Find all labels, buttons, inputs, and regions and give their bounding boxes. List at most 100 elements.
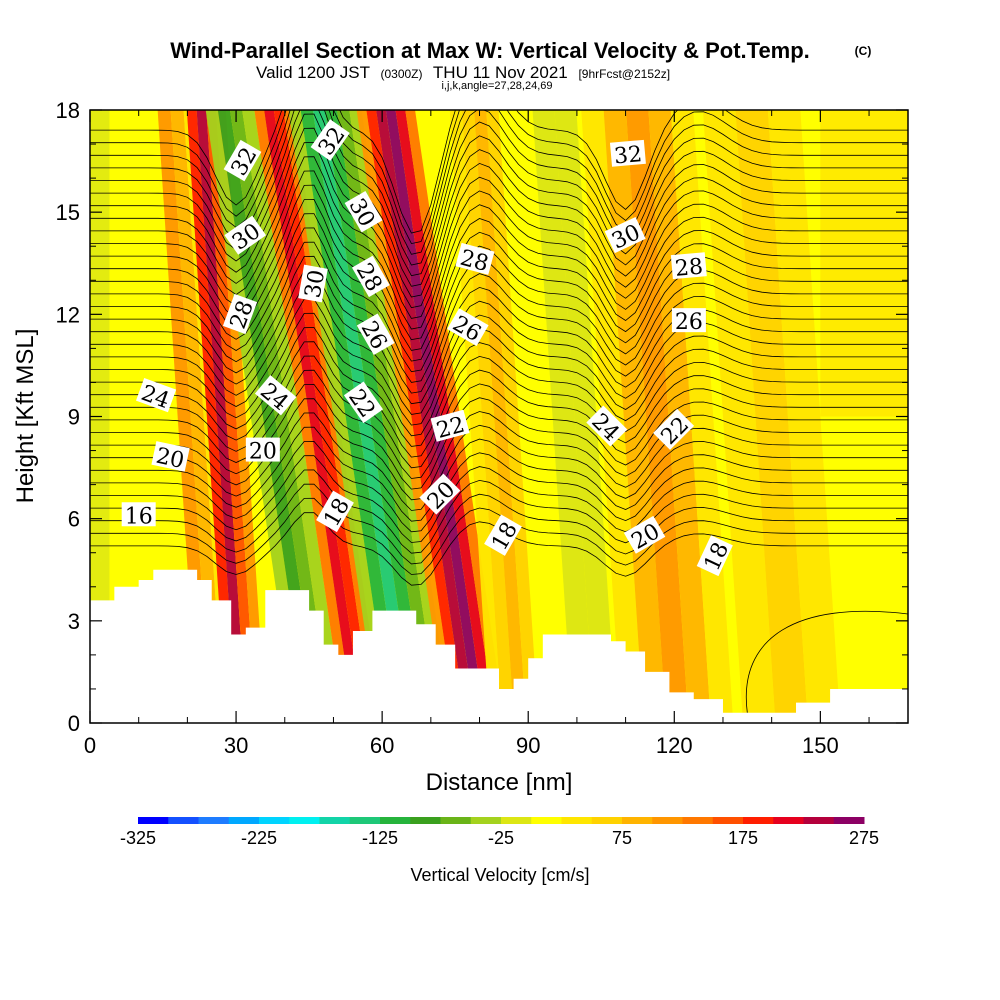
isentrope-line <box>90 440 908 533</box>
isentrope-label-box <box>343 381 384 424</box>
isentrope-line <box>90 110 908 266</box>
isentrope-line <box>90 241 908 383</box>
y-tick-label: 18 <box>56 98 80 123</box>
isentrope-line <box>90 184 908 341</box>
velocity-band <box>264 110 364 723</box>
subtitle-valid: Valid 1200 JST <box>256 63 370 82</box>
colorbar-tick-label: -225 <box>241 828 277 848</box>
isentrope-line <box>90 110 908 234</box>
isentrope-line <box>745 610 908 713</box>
isentrope-label-box <box>254 375 297 416</box>
isentrope-label-box <box>609 139 646 167</box>
colorbar-swatch <box>773 817 804 824</box>
colorbar-swatch <box>561 817 593 824</box>
colorbar-swatch <box>682 817 714 824</box>
velocity-band <box>196 110 247 723</box>
colorbar-tick-label: -125 <box>362 828 398 848</box>
isentrope-label-box <box>222 293 258 335</box>
colorbar-swatch <box>198 817 230 824</box>
subtitle-utc: (0300Z) <box>380 67 422 81</box>
colorbar-tick-label: 275 <box>849 828 879 848</box>
isentrope-label-box <box>670 252 707 280</box>
isentrope-label-text: 20 <box>154 444 187 474</box>
x-axis-title: Distance [nm] <box>426 769 573 796</box>
isentrope-line <box>90 170 908 330</box>
velocity-band <box>603 110 667 723</box>
y-tick-label: 3 <box>68 609 80 634</box>
isentrope-label-box <box>351 255 390 298</box>
isentrope-line <box>90 412 908 511</box>
colorbar-swatch <box>470 817 502 824</box>
colorbar-swatch <box>743 817 774 824</box>
colorbar-tick-label: 175 <box>728 828 758 848</box>
colorbar-swatch <box>410 817 441 824</box>
colorbar-swatch <box>380 817 411 824</box>
isentrope-label-box <box>430 409 470 442</box>
isentrope-line <box>90 369 908 479</box>
copyright-mark: (C) <box>855 44 872 58</box>
isentrope-label-box <box>310 119 350 161</box>
isentrope-label-box <box>586 405 628 447</box>
x-tick-label: 120 <box>656 733 693 758</box>
isentrope-label-box <box>447 308 489 346</box>
isentrope-line <box>90 270 908 405</box>
velocity-band <box>157 110 211 723</box>
y-tick-label: 12 <box>56 302 80 327</box>
colorbar-title: Vertical Velocity [cm/s] <box>410 865 589 885</box>
isentrope-line <box>90 213 908 362</box>
isentrope-line <box>90 156 908 319</box>
isentrope-label: 20 <box>245 437 280 465</box>
isentrope-label: 32 <box>609 139 646 169</box>
isentrope-label: 28 <box>670 252 707 282</box>
colorbar-swatch <box>440 817 472 824</box>
isentrope-label: 30 <box>298 264 330 303</box>
isentrope-label-box <box>121 502 156 527</box>
isentrope-line <box>90 227 908 373</box>
isentrope-line <box>90 497 908 575</box>
isentrope-label-box <box>224 215 267 255</box>
isentrope-label-box <box>696 535 733 577</box>
isentrope-line <box>90 312 908 437</box>
isentrope-contours <box>90 110 908 713</box>
y-tick-label: 0 <box>68 711 80 736</box>
isentrope-label-text: 30 <box>301 268 330 300</box>
isentrope-line <box>90 355 908 469</box>
isentrope-line <box>90 383 908 490</box>
colorbar-swatch <box>501 817 532 824</box>
isentrope-label-text: 16 <box>125 504 153 529</box>
velocity-band <box>486 110 539 723</box>
x-tick-label: 0 <box>84 733 96 758</box>
isentrope-label: 16 <box>121 502 156 529</box>
isentrope-line <box>90 327 908 447</box>
x-tick-label: 90 <box>516 733 540 758</box>
isentrope-label-box <box>316 490 354 533</box>
colorbar-swatch <box>531 817 562 824</box>
velocity-band <box>554 110 617 723</box>
terrain-mask <box>90 569 908 723</box>
isentrope-label-box <box>671 308 706 333</box>
velocity-band <box>376 110 476 723</box>
isentrope-label-text: 20 <box>249 440 277 465</box>
isentrope-label: 26 <box>671 308 706 335</box>
velocity-band <box>205 110 308 723</box>
colorbar-tick-label: 75 <box>612 828 632 848</box>
velocity-band <box>254 110 355 723</box>
isentrope-line <box>90 426 908 522</box>
isentrope-label-box <box>356 313 395 355</box>
colorbar-tick-label: -325 <box>120 828 156 848</box>
colorbar-swatch <box>259 817 290 824</box>
velocity-band <box>288 110 391 723</box>
velocity-band <box>324 110 428 723</box>
isentrope-line <box>90 341 908 458</box>
colorbar-swatch <box>712 817 744 824</box>
isentrope-line <box>90 298 908 426</box>
velocity-band <box>273 110 374 723</box>
isentrope-label: 30 <box>344 190 383 233</box>
velocity-band <box>767 110 841 723</box>
subtitle-date: THU 11 Nov 2021 <box>433 63 568 82</box>
y-axis-title: Height [Kft MSL] <box>12 329 39 504</box>
velocity-band <box>230 110 333 723</box>
colorbar-swatch <box>349 817 381 824</box>
colorbar-swatch <box>652 817 683 824</box>
